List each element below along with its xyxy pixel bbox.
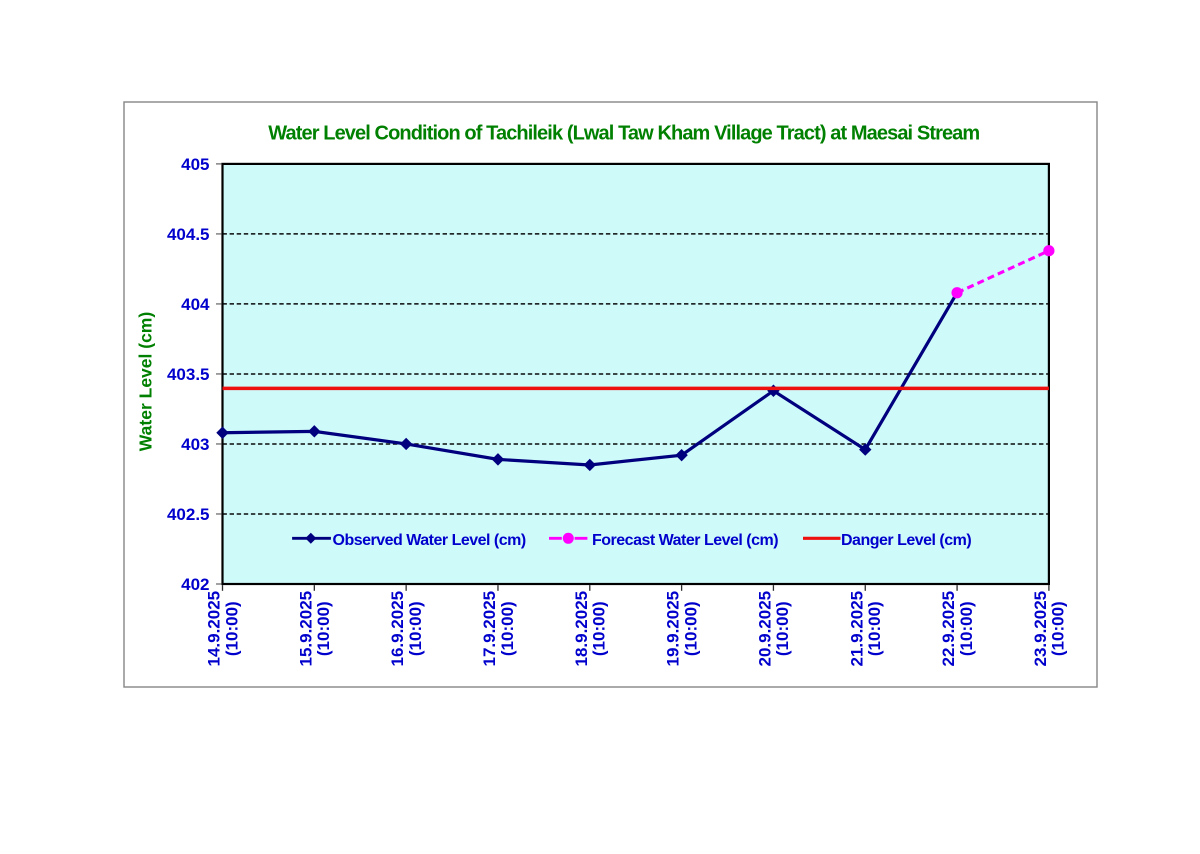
- svg-text:(10:00): (10:00): [222, 601, 241, 656]
- svg-text:(10:00): (10:00): [314, 601, 333, 656]
- svg-text:Forecast Water Level (cm): Forecast Water Level (cm): [592, 532, 778, 549]
- svg-text:18.9.2025: 18.9.2025: [572, 591, 591, 667]
- svg-text:(10:00): (10:00): [406, 601, 425, 656]
- svg-text:(10:00): (10:00): [590, 601, 609, 656]
- svg-text:403.5: 403.5: [167, 365, 210, 384]
- svg-text:14.9.2025: 14.9.2025: [205, 591, 224, 667]
- svg-text:20.9.2025: 20.9.2025: [755, 591, 774, 667]
- svg-text:Danger Level (cm): Danger Level (cm): [841, 532, 971, 549]
- svg-text:405: 405: [181, 155, 209, 174]
- svg-text:(10:00): (10:00): [957, 601, 976, 656]
- svg-text:403: 403: [181, 435, 209, 454]
- svg-text:(10:00): (10:00): [498, 601, 517, 656]
- svg-text:Observed Water Level (cm): Observed Water Level (cm): [333, 532, 526, 549]
- svg-text:404.5: 404.5: [167, 225, 210, 244]
- svg-text:402: 402: [181, 575, 209, 594]
- svg-text:17.9.2025: 17.9.2025: [480, 591, 499, 667]
- svg-text:22.9.2025: 22.9.2025: [939, 591, 958, 667]
- svg-text:(10:00): (10:00): [865, 601, 884, 656]
- svg-text:(10:00): (10:00): [773, 601, 792, 656]
- svg-text:19.9.2025: 19.9.2025: [664, 591, 683, 667]
- svg-text:404: 404: [181, 295, 210, 314]
- svg-text:(10:00): (10:00): [1049, 601, 1068, 656]
- svg-text:16.9.2025: 16.9.2025: [388, 591, 407, 667]
- svg-text:402.5: 402.5: [167, 505, 210, 524]
- svg-text:Water Level (cm): Water Level (cm): [135, 312, 155, 451]
- svg-text:Water Level Condition of Tachi: Water Level Condition of Tachileik (Lwal…: [268, 123, 979, 145]
- svg-text:(10:00): (10:00): [681, 601, 700, 656]
- svg-text:23.9.2025: 23.9.2025: [1031, 591, 1050, 667]
- svg-text:15.9.2025: 15.9.2025: [296, 591, 315, 667]
- svg-text:21.9.2025: 21.9.2025: [847, 591, 866, 667]
